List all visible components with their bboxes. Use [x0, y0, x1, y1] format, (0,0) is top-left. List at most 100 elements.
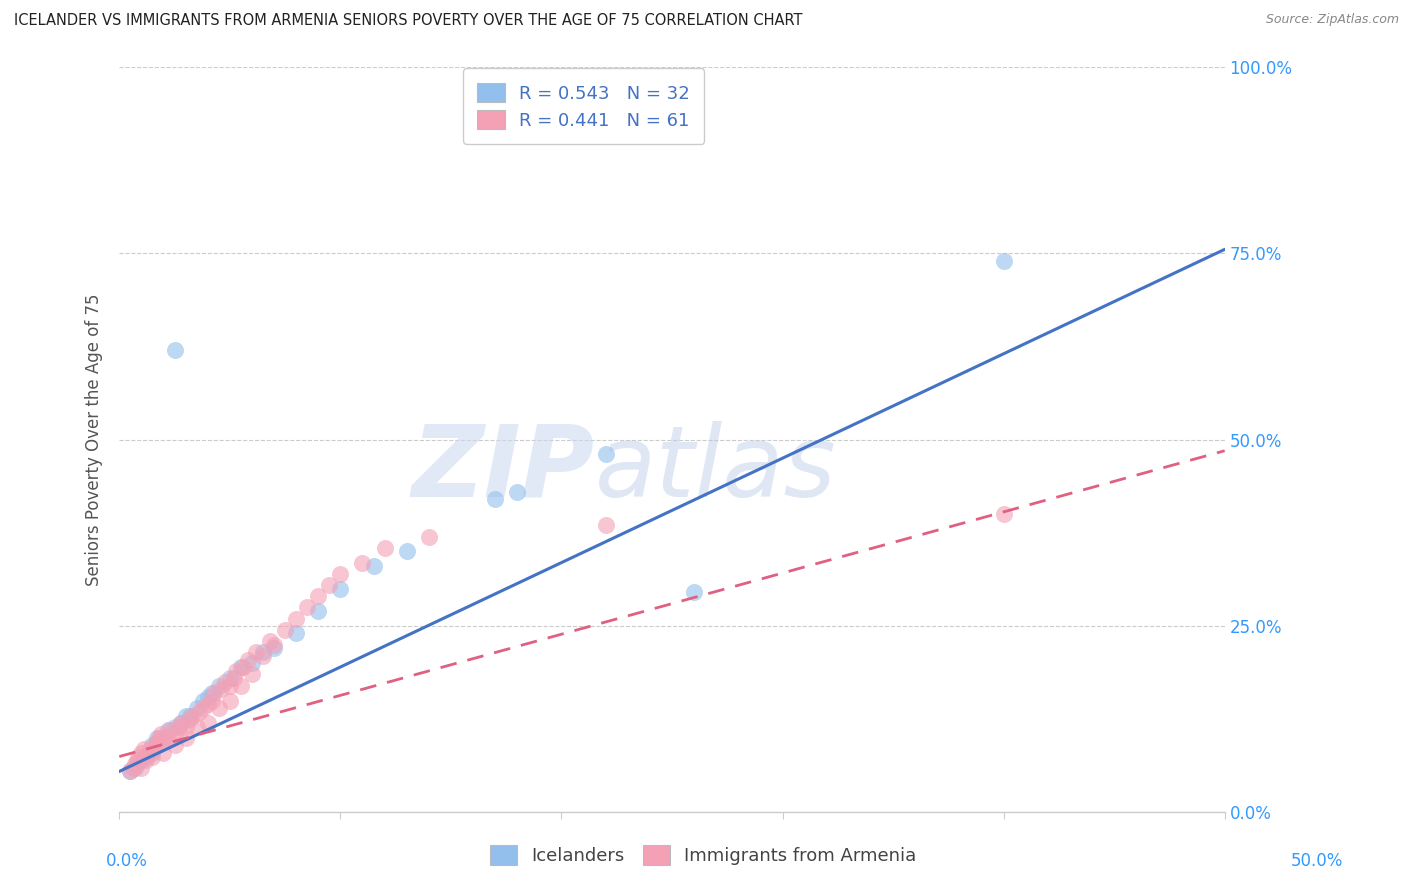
Text: 0.0%: 0.0% — [105, 852, 148, 870]
Point — [120, 764, 142, 779]
Point — [125, 756, 148, 771]
Point — [993, 253, 1015, 268]
Point — [232, 660, 254, 674]
Point — [187, 705, 209, 719]
Point — [209, 682, 232, 697]
Point — [218, 693, 240, 707]
Point — [121, 761, 143, 775]
Point — [252, 645, 274, 659]
Point — [318, 578, 340, 592]
Point — [229, 660, 252, 674]
Point — [374, 541, 396, 555]
Point — [143, 739, 166, 753]
Point — [156, 731, 179, 745]
Point — [152, 734, 174, 748]
Point — [201, 686, 224, 700]
Point — [418, 529, 440, 543]
Point — [683, 585, 706, 599]
Point — [252, 648, 274, 663]
Point — [170, 716, 193, 731]
Point — [993, 507, 1015, 521]
Point — [225, 664, 247, 678]
Point — [595, 447, 617, 461]
Point — [285, 611, 308, 625]
Point — [132, 742, 155, 756]
Point — [329, 582, 352, 596]
Text: ZIP: ZIP — [412, 421, 595, 518]
Point — [193, 701, 215, 715]
Point — [136, 747, 159, 762]
Point — [197, 698, 219, 712]
Point — [595, 518, 617, 533]
Point — [179, 708, 201, 723]
Point — [245, 645, 267, 659]
Point — [150, 727, 173, 741]
Point — [163, 343, 186, 357]
Point — [218, 671, 240, 685]
Point — [131, 761, 153, 775]
Point — [131, 746, 153, 760]
Point — [201, 693, 224, 707]
Point — [240, 667, 263, 681]
Point — [128, 749, 150, 764]
Legend: Icelanders, Immigrants from Armenia: Icelanders, Immigrants from Armenia — [481, 836, 925, 874]
Point — [285, 626, 308, 640]
Point — [197, 716, 219, 731]
Text: atlas: atlas — [595, 421, 837, 518]
Point — [193, 693, 215, 707]
Point — [135, 753, 157, 767]
Point — [352, 556, 374, 570]
Point — [146, 731, 169, 745]
Point — [159, 723, 181, 738]
Y-axis label: Seniors Poverty Over the Age of 75: Seniors Poverty Over the Age of 75 — [86, 293, 103, 586]
Point — [152, 731, 174, 745]
Point — [224, 671, 246, 685]
Legend: R = 0.543   N = 32, R = 0.441   N = 61: R = 0.543 N = 32, R = 0.441 N = 61 — [463, 68, 704, 144]
Point — [124, 756, 146, 771]
Point — [236, 652, 259, 666]
Point — [208, 701, 231, 715]
Point — [363, 559, 385, 574]
Point — [167, 720, 190, 734]
Text: Source: ZipAtlas.com: Source: ZipAtlas.com — [1265, 13, 1399, 27]
Point — [141, 746, 163, 760]
Point — [131, 753, 153, 767]
Point — [139, 742, 162, 756]
Point — [259, 634, 281, 648]
Point — [214, 675, 236, 690]
Point — [135, 749, 157, 764]
Point — [186, 720, 208, 734]
Point — [218, 679, 240, 693]
Point — [307, 604, 329, 618]
Point — [395, 544, 418, 558]
Point — [163, 739, 186, 753]
Text: ICELANDER VS IMMIGRANTS FROM ARMENIA SENIORS POVERTY OVER THE AGE OF 75 CORRELAT: ICELANDER VS IMMIGRANTS FROM ARMENIA SEN… — [14, 13, 803, 29]
Point — [174, 731, 197, 745]
Point — [156, 723, 179, 738]
Point — [125, 753, 148, 767]
Text: 50.0%: 50.0% — [1291, 852, 1343, 870]
Point — [174, 720, 197, 734]
Point — [506, 484, 529, 499]
Point — [179, 712, 201, 726]
Point — [120, 764, 142, 779]
Point — [186, 701, 208, 715]
Point — [197, 690, 219, 704]
Point — [208, 679, 231, 693]
Point — [263, 641, 285, 656]
Point — [146, 734, 169, 748]
Point — [240, 657, 263, 671]
Point — [274, 623, 297, 637]
Point — [181, 708, 204, 723]
Point — [484, 492, 506, 507]
Point — [152, 746, 174, 760]
Point — [174, 708, 197, 723]
Point — [202, 686, 225, 700]
Point — [163, 720, 186, 734]
Point — [329, 566, 352, 581]
Point — [229, 679, 252, 693]
Point — [124, 761, 146, 775]
Point — [170, 716, 193, 731]
Point — [141, 739, 163, 753]
Point — [163, 727, 186, 741]
